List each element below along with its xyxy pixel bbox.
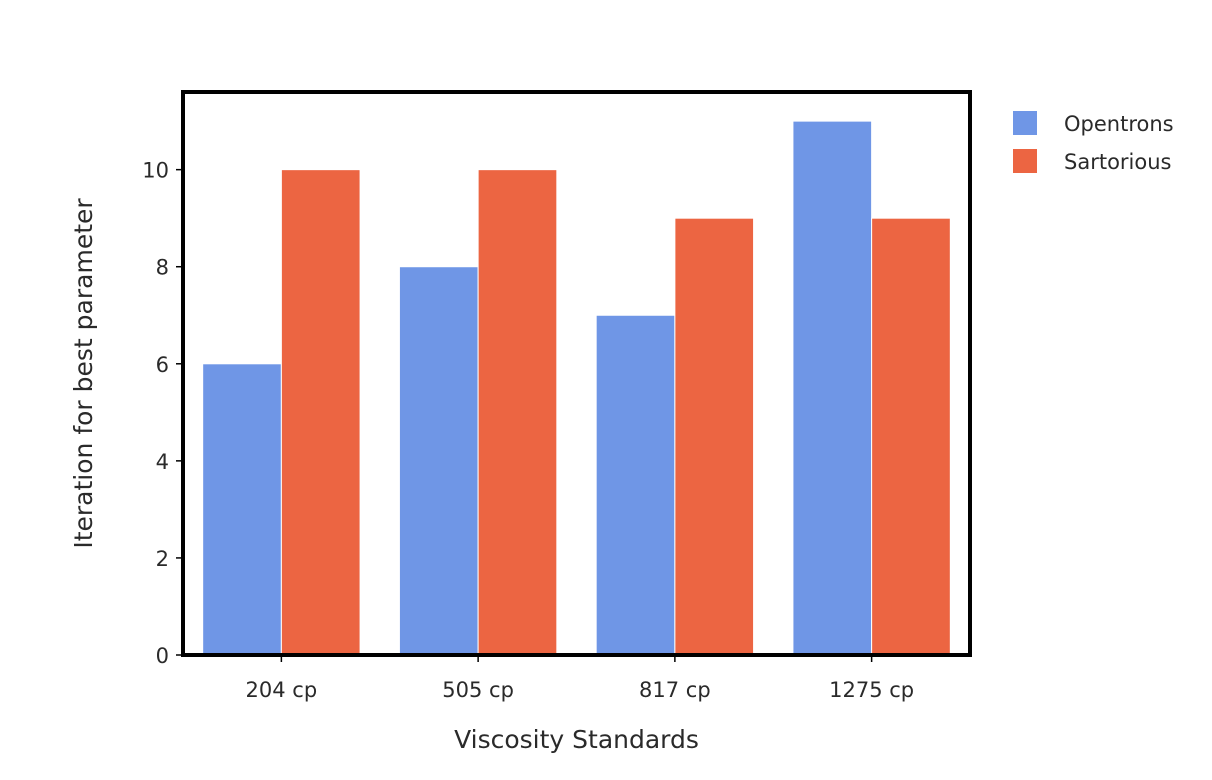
y-tick-label: 8 — [156, 256, 169, 280]
bar-sartorious-204-cp — [280, 169, 361, 656]
y-axis: 0 2 4 6 8 10 — [142, 159, 183, 668]
bar-opentrons-204-cp — [202, 363, 282, 656]
bar-opentrons-1275-cp — [792, 120, 873, 656]
legend-swatch-opentrons — [1013, 111, 1037, 135]
bar-sartorious-1275-cp — [871, 217, 951, 656]
x-tick-label: 505 cp — [442, 678, 514, 702]
bar-sartorious-505-cp — [477, 169, 558, 656]
legend: Opentrons Sartorious — [1013, 111, 1174, 174]
x-axis-title: Viscosity Standards — [454, 725, 699, 754]
x-tick-label: 817 cp — [639, 678, 711, 702]
y-axis-title: Iteration for best parameter — [69, 198, 98, 549]
legend-swatch-sartorious — [1013, 149, 1037, 173]
bar-sartorious-817-cp — [674, 217, 755, 656]
bars-group — [202, 120, 951, 656]
x-tick-label: 1275 cp — [829, 678, 914, 702]
bar-opentrons-817-cp — [595, 314, 676, 656]
y-tick-label: 0 — [156, 644, 169, 668]
legend-label-opentrons: Opentrons — [1064, 112, 1174, 136]
bar-opentrons-505-cp — [398, 266, 479, 656]
plot-frame — [181, 90, 972, 657]
y-tick-label: 6 — [156, 353, 169, 377]
legend-label-sartorious: Sartorious — [1064, 150, 1171, 174]
x-axis: 204 cp 505 cp 817 cp 1275 cp — [246, 655, 914, 702]
x-tick-label: 204 cp — [246, 678, 318, 702]
y-tick-label: 2 — [156, 547, 169, 571]
y-tick-label: 4 — [156, 450, 169, 474]
y-tick-label: 10 — [142, 159, 169, 183]
